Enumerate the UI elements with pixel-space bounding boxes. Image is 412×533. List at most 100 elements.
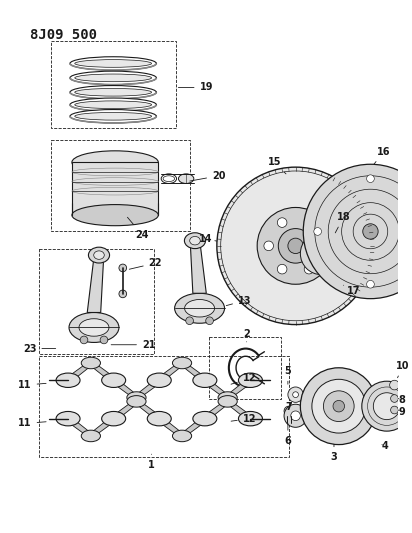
Polygon shape: [200, 380, 232, 398]
Text: 13: 13: [226, 296, 251, 305]
Ellipse shape: [218, 392, 237, 403]
Circle shape: [390, 380, 399, 390]
Ellipse shape: [175, 293, 225, 323]
Polygon shape: [63, 363, 95, 380]
Ellipse shape: [75, 74, 152, 82]
Circle shape: [300, 232, 343, 274]
Polygon shape: [154, 363, 186, 380]
Circle shape: [119, 264, 126, 272]
Ellipse shape: [70, 110, 157, 123]
Polygon shape: [200, 401, 232, 418]
Polygon shape: [224, 380, 255, 398]
Ellipse shape: [75, 101, 152, 109]
Ellipse shape: [75, 60, 152, 67]
Ellipse shape: [94, 251, 104, 260]
Circle shape: [264, 241, 274, 251]
Circle shape: [323, 391, 354, 422]
Polygon shape: [87, 255, 104, 312]
Text: 20: 20: [190, 171, 225, 181]
Bar: [51, 42, 176, 128]
Circle shape: [217, 167, 374, 325]
Bar: [51, 140, 190, 231]
Circle shape: [304, 264, 314, 274]
Text: 7: 7: [286, 402, 292, 413]
Ellipse shape: [70, 56, 157, 70]
Circle shape: [373, 393, 400, 419]
Circle shape: [300, 368, 377, 445]
Ellipse shape: [147, 373, 171, 387]
Text: 22: 22: [129, 258, 162, 269]
Text: 16: 16: [374, 147, 391, 164]
Text: 3: 3: [330, 445, 337, 462]
Text: 9: 9: [398, 407, 405, 417]
Text: 12: 12: [231, 373, 256, 384]
Circle shape: [310, 242, 333, 265]
Ellipse shape: [127, 392, 146, 403]
Ellipse shape: [178, 174, 194, 183]
Polygon shape: [87, 363, 119, 380]
Circle shape: [277, 218, 287, 228]
Text: 6: 6: [285, 423, 291, 446]
Bar: [72, 163, 158, 215]
Circle shape: [314, 228, 321, 235]
Ellipse shape: [102, 411, 126, 426]
Circle shape: [291, 411, 300, 421]
Text: 2: 2: [243, 329, 250, 342]
Ellipse shape: [81, 430, 101, 442]
Text: 12: 12: [231, 414, 256, 424]
Text: 8J09 500: 8J09 500: [30, 28, 97, 42]
Text: 4: 4: [382, 441, 388, 451]
Polygon shape: [109, 401, 140, 418]
Text: 17: 17: [344, 285, 360, 296]
Text: 21: 21: [111, 340, 155, 350]
Ellipse shape: [190, 237, 200, 245]
Circle shape: [391, 394, 398, 402]
Ellipse shape: [69, 312, 119, 342]
Circle shape: [304, 218, 314, 228]
Ellipse shape: [75, 88, 152, 96]
Ellipse shape: [147, 411, 171, 426]
Text: 11: 11: [18, 418, 46, 429]
Circle shape: [318, 241, 327, 251]
Ellipse shape: [193, 373, 217, 387]
Ellipse shape: [239, 373, 262, 387]
Circle shape: [391, 406, 398, 414]
Text: 18: 18: [335, 212, 351, 233]
Text: 15: 15: [268, 157, 286, 174]
Circle shape: [362, 381, 412, 431]
Polygon shape: [63, 418, 95, 436]
Circle shape: [288, 238, 303, 254]
Polygon shape: [178, 363, 210, 380]
Circle shape: [293, 392, 298, 398]
Polygon shape: [109, 380, 140, 398]
Ellipse shape: [102, 373, 126, 387]
Circle shape: [100, 336, 108, 344]
Ellipse shape: [75, 112, 152, 120]
Ellipse shape: [173, 357, 192, 369]
Text: 11: 11: [18, 380, 46, 390]
Ellipse shape: [239, 411, 262, 426]
Ellipse shape: [218, 395, 237, 407]
Circle shape: [284, 406, 294, 416]
Circle shape: [367, 280, 374, 288]
Text: 10: 10: [396, 361, 410, 378]
Text: 1: 1: [148, 454, 155, 470]
Text: 19: 19: [178, 83, 213, 92]
Polygon shape: [133, 380, 164, 398]
Ellipse shape: [89, 247, 110, 263]
Polygon shape: [87, 418, 119, 436]
Ellipse shape: [185, 233, 206, 248]
Ellipse shape: [81, 357, 101, 369]
Circle shape: [80, 336, 88, 344]
Ellipse shape: [70, 71, 157, 85]
Ellipse shape: [127, 395, 146, 407]
Polygon shape: [133, 401, 164, 418]
Circle shape: [333, 400, 344, 412]
Circle shape: [277, 264, 287, 274]
Circle shape: [119, 290, 126, 298]
Circle shape: [257, 207, 334, 284]
Circle shape: [284, 404, 307, 427]
Circle shape: [303, 164, 412, 298]
Polygon shape: [154, 418, 186, 436]
Polygon shape: [190, 241, 206, 293]
